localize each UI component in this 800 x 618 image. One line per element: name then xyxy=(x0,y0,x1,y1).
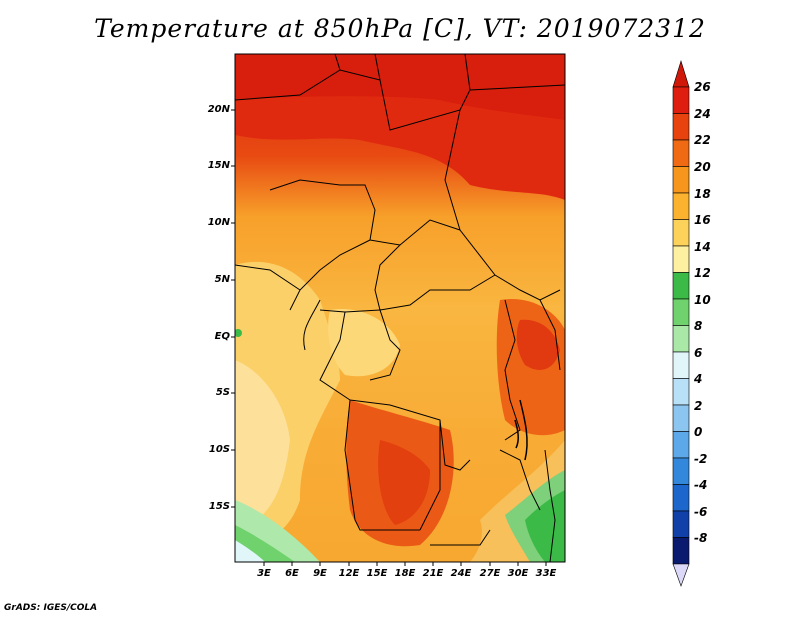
lon-label-15e: 15E xyxy=(366,568,388,579)
colorbar-label: 24 xyxy=(694,107,711,121)
lon-label-30e: 30E xyxy=(507,568,529,579)
colorbar-label: -6 xyxy=(694,505,708,519)
colorbar-segment xyxy=(672,484,690,512)
colorbar-label: 6 xyxy=(694,346,703,360)
colorbar-top-arrow xyxy=(672,59,690,88)
lon-label-33e: 33E xyxy=(535,568,557,579)
colorbar-label: 12 xyxy=(694,266,711,280)
lon-ticks xyxy=(263,562,547,566)
colorbar-label: 4 xyxy=(694,372,703,386)
colorbar-segment xyxy=(672,325,690,353)
lon-label-27e: 27E xyxy=(479,568,501,579)
map-frame xyxy=(234,53,566,563)
lon-label-12e: 12E xyxy=(338,568,360,579)
colorbar-label: -2 xyxy=(694,452,708,466)
colorbar-label: 16 xyxy=(694,213,711,227)
colorbar-segment xyxy=(672,431,690,459)
colorbar-segment xyxy=(672,166,690,194)
colorbar-segment xyxy=(672,245,690,273)
colorbar xyxy=(672,59,690,587)
colorbar-segment xyxy=(672,192,690,220)
colorbar-segment xyxy=(672,351,690,379)
colorbar-segment xyxy=(672,139,690,167)
lon-label-18e: 18E xyxy=(394,568,416,579)
lat-label-10s: 10S xyxy=(208,444,230,455)
colorbar-segment xyxy=(672,298,690,326)
lon-label-21e: 21E xyxy=(422,568,444,579)
lon-label-9e: 9E xyxy=(313,568,327,579)
colorbar-label: 14 xyxy=(694,240,711,254)
colorbar-label: 26 xyxy=(694,80,711,94)
country-borders xyxy=(235,54,565,562)
lat-label-20n: 20N xyxy=(207,104,230,115)
colorbar-label: 10 xyxy=(694,293,711,307)
colorbar-label: 18 xyxy=(694,187,711,201)
colorbar-label: 22 xyxy=(694,133,711,147)
colorbar-segment xyxy=(672,113,690,141)
colorbar-segment xyxy=(672,537,690,565)
credit-text: GrADS: IGES/COLA xyxy=(4,603,98,613)
colorbar-segment xyxy=(672,457,690,485)
colorbar-segment xyxy=(672,378,690,406)
lat-label-5n: 5N xyxy=(214,274,230,285)
colorbar-segment xyxy=(672,404,690,432)
colorbar-label: 0 xyxy=(694,425,703,439)
lat-label-5s: 5S xyxy=(215,387,230,398)
lat-label-eq: EQ xyxy=(214,331,230,342)
colorbar-segment xyxy=(672,86,690,114)
lat-label-15n: 15N xyxy=(207,160,230,171)
colorbar-segment xyxy=(672,272,690,300)
colorbar-label: 8 xyxy=(694,319,703,333)
lon-label-3e: 3E xyxy=(257,568,271,579)
lat-label-15s: 15S xyxy=(208,501,230,512)
colorbar-segment xyxy=(672,219,690,247)
colorbar-label: -4 xyxy=(694,478,708,492)
lat-ticks xyxy=(231,109,235,508)
colorbar-segment xyxy=(672,510,690,538)
lon-label-6e: 6E xyxy=(285,568,299,579)
lat-label-10n: 10N xyxy=(207,217,230,228)
colorbar-bottom-arrow xyxy=(672,563,690,587)
colorbar-label: -8 xyxy=(694,531,708,545)
colorbar-label: 20 xyxy=(694,160,711,174)
colorbar-label: 2 xyxy=(694,399,703,413)
lon-label-24e: 24E xyxy=(450,568,472,579)
temperature-field xyxy=(235,54,565,562)
map-title: Temperature at 850hPa [C], VT: 201907231… xyxy=(94,14,706,43)
